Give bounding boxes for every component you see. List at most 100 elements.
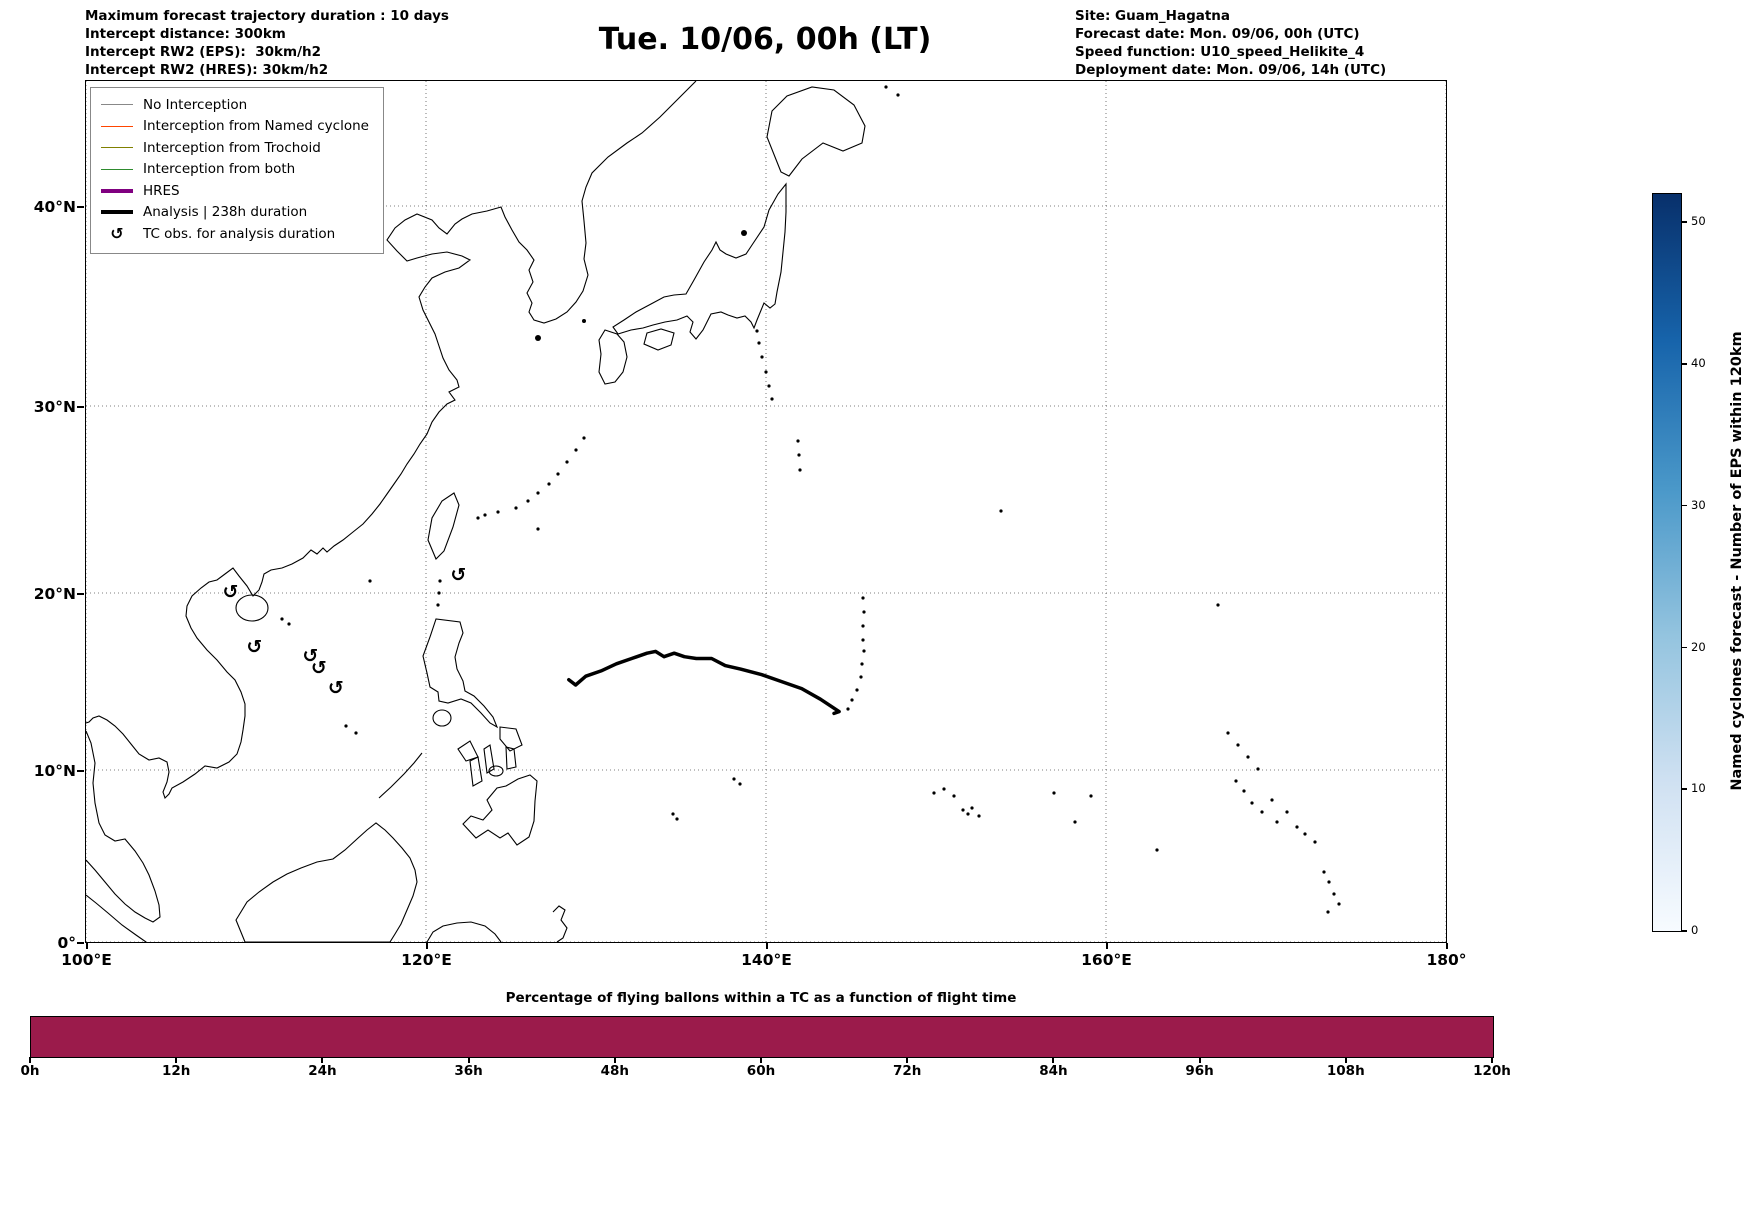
island-dot	[1155, 848, 1159, 852]
bottom-tick-label: 96h	[1185, 1063, 1214, 1079]
tc-obs-symbol: ↺	[310, 657, 327, 680]
y-tick-label: 0°	[57, 933, 76, 952]
legend-line-icon	[101, 188, 133, 193]
colorbar-gradient	[1653, 194, 1681, 931]
deployment-date-line: Deployment date: Mon. 09/06, 14h (UTC)	[1075, 62, 1387, 78]
island-dot	[932, 791, 936, 795]
island-dot	[1089, 794, 1093, 798]
island-dot	[1322, 870, 1326, 874]
coastline-halmahera	[552, 905, 568, 942]
forecast-date-line: Forecast date: Mon. 09/06, 00h (UTC)	[1075, 26, 1360, 42]
legend-line-sample	[101, 104, 133, 106]
bottom-tick-label: 72h	[892, 1063, 922, 1079]
island-dot	[732, 777, 736, 781]
island-dot	[1295, 825, 1299, 829]
max-duration-line: Maximum forecast trajectory duration : 1…	[85, 8, 449, 24]
tc-obs-symbol: ↺	[450, 564, 467, 587]
legend-item-label: No Interception	[143, 96, 248, 113]
legend-line-sample	[101, 188, 133, 193]
bottom-tick-label: 108h	[1326, 1063, 1365, 1079]
x-tick-label: 180°	[1426, 951, 1467, 969]
island-dot	[574, 448, 578, 452]
coastline-mainland-asia	[86, 81, 697, 800]
island-dot	[436, 603, 440, 607]
intercept-rw2-eps-line: Intercept RW2 (EPS): 30km/h2	[85, 44, 321, 60]
island-dot	[862, 610, 866, 614]
colorbar-tick-mark	[1681, 646, 1687, 649]
coastline-sumatra	[86, 894, 147, 942]
island-dot	[536, 491, 540, 495]
bottom-tick-mark	[1491, 1057, 1493, 1063]
legend-line-sample	[101, 210, 133, 215]
island-dot	[961, 808, 965, 812]
y-tick-label: 20°N	[33, 584, 76, 603]
island-dot	[1052, 791, 1056, 795]
island-dot	[368, 579, 372, 583]
legend-item: Interception from Named cyclone	[101, 116, 369, 138]
bottom-tick-label: 120h	[1473, 1063, 1511, 1079]
island-dot	[582, 436, 586, 440]
tc-obs-symbol: ↺	[222, 580, 239, 603]
bottom-tick-mark	[760, 1057, 762, 1063]
site-info: Site: Guam_Hagatna Forecast date: Mon. 0…	[1075, 7, 1386, 79]
coastline-hainan	[235, 594, 269, 622]
legend-item: Interception from Trochoid	[101, 137, 369, 159]
bottom-tick-mark	[1052, 1057, 1055, 1063]
island-dot	[354, 731, 358, 735]
island-dot	[287, 622, 291, 626]
island-dot	[999, 509, 1003, 513]
legend-line-icon	[101, 147, 133, 149]
coastline-shikoku	[643, 328, 675, 351]
legend-items: No Interception Interception from Named c…	[101, 94, 369, 245]
island-dot	[496, 510, 500, 514]
intercept-distance-line: Intercept distance: 300km	[85, 26, 286, 42]
graticule-gridlines	[86, 81, 1446, 942]
legend-line-sample	[101, 125, 133, 127]
x-tick-mark	[85, 942, 88, 949]
coastline-negros	[469, 756, 483, 787]
analysis-track	[567, 649, 841, 716]
coastline-borneo	[235, 822, 418, 942]
coastline-palawan	[378, 752, 423, 799]
island-dot	[536, 527, 540, 531]
y-tick-label: 30°N	[33, 397, 76, 416]
x-tick-label: 160°E	[1081, 951, 1132, 969]
tc-obs-symbol: ↺	[327, 676, 344, 699]
x-tick-mark	[1445, 942, 1448, 949]
coastline-luzon	[422, 618, 499, 729]
x-tick-mark	[765, 942, 768, 949]
bottom-tick-mark	[906, 1057, 909, 1063]
island-dot	[741, 230, 747, 236]
colorbar-tick-mark	[1681, 930, 1687, 932]
island-dot	[582, 319, 586, 323]
bottom-tick-mark	[1344, 1057, 1347, 1063]
tc-symbol-icon: ↺	[110, 224, 124, 244]
island-dot	[438, 579, 442, 583]
island-dot	[861, 624, 865, 628]
island-dot	[977, 814, 981, 818]
bottom-tick-mark	[467, 1057, 470, 1063]
bottom-tick-label: 36h	[454, 1063, 483, 1079]
island-dot	[1275, 820, 1279, 824]
y-tick-mark	[77, 769, 84, 772]
island-dot	[862, 649, 866, 653]
bottom-tick-mark	[613, 1057, 616, 1063]
island-dot	[757, 341, 761, 345]
speed-function-line: Speed function: U10_speed_Helikite_4	[1075, 44, 1365, 60]
legend-line-sample	[101, 147, 133, 149]
island-dot	[344, 724, 348, 728]
colorbar-tick-label: 0	[1691, 923, 1699, 937]
legend-item-label: HRES	[143, 182, 180, 199]
tc-percentage-bar	[30, 1016, 1494, 1058]
colorbar-tick-mark	[1681, 504, 1687, 507]
legend-item-label: Interception from both	[143, 161, 296, 178]
island-dot	[1216, 603, 1220, 607]
island-dot	[1256, 767, 1260, 771]
tc-obs-symbol: ↺	[302, 644, 319, 667]
colorbar-tick-label: 20	[1691, 639, 1706, 654]
coastlines	[86, 81, 1341, 942]
y-tick-mark	[77, 941, 84, 944]
bottom-chart-title: Percentage of flying ballons within a TC…	[505, 990, 1017, 1006]
island-dot	[1250, 801, 1254, 805]
legend-item: ↺ TC obs. for analysis duration	[101, 223, 369, 245]
